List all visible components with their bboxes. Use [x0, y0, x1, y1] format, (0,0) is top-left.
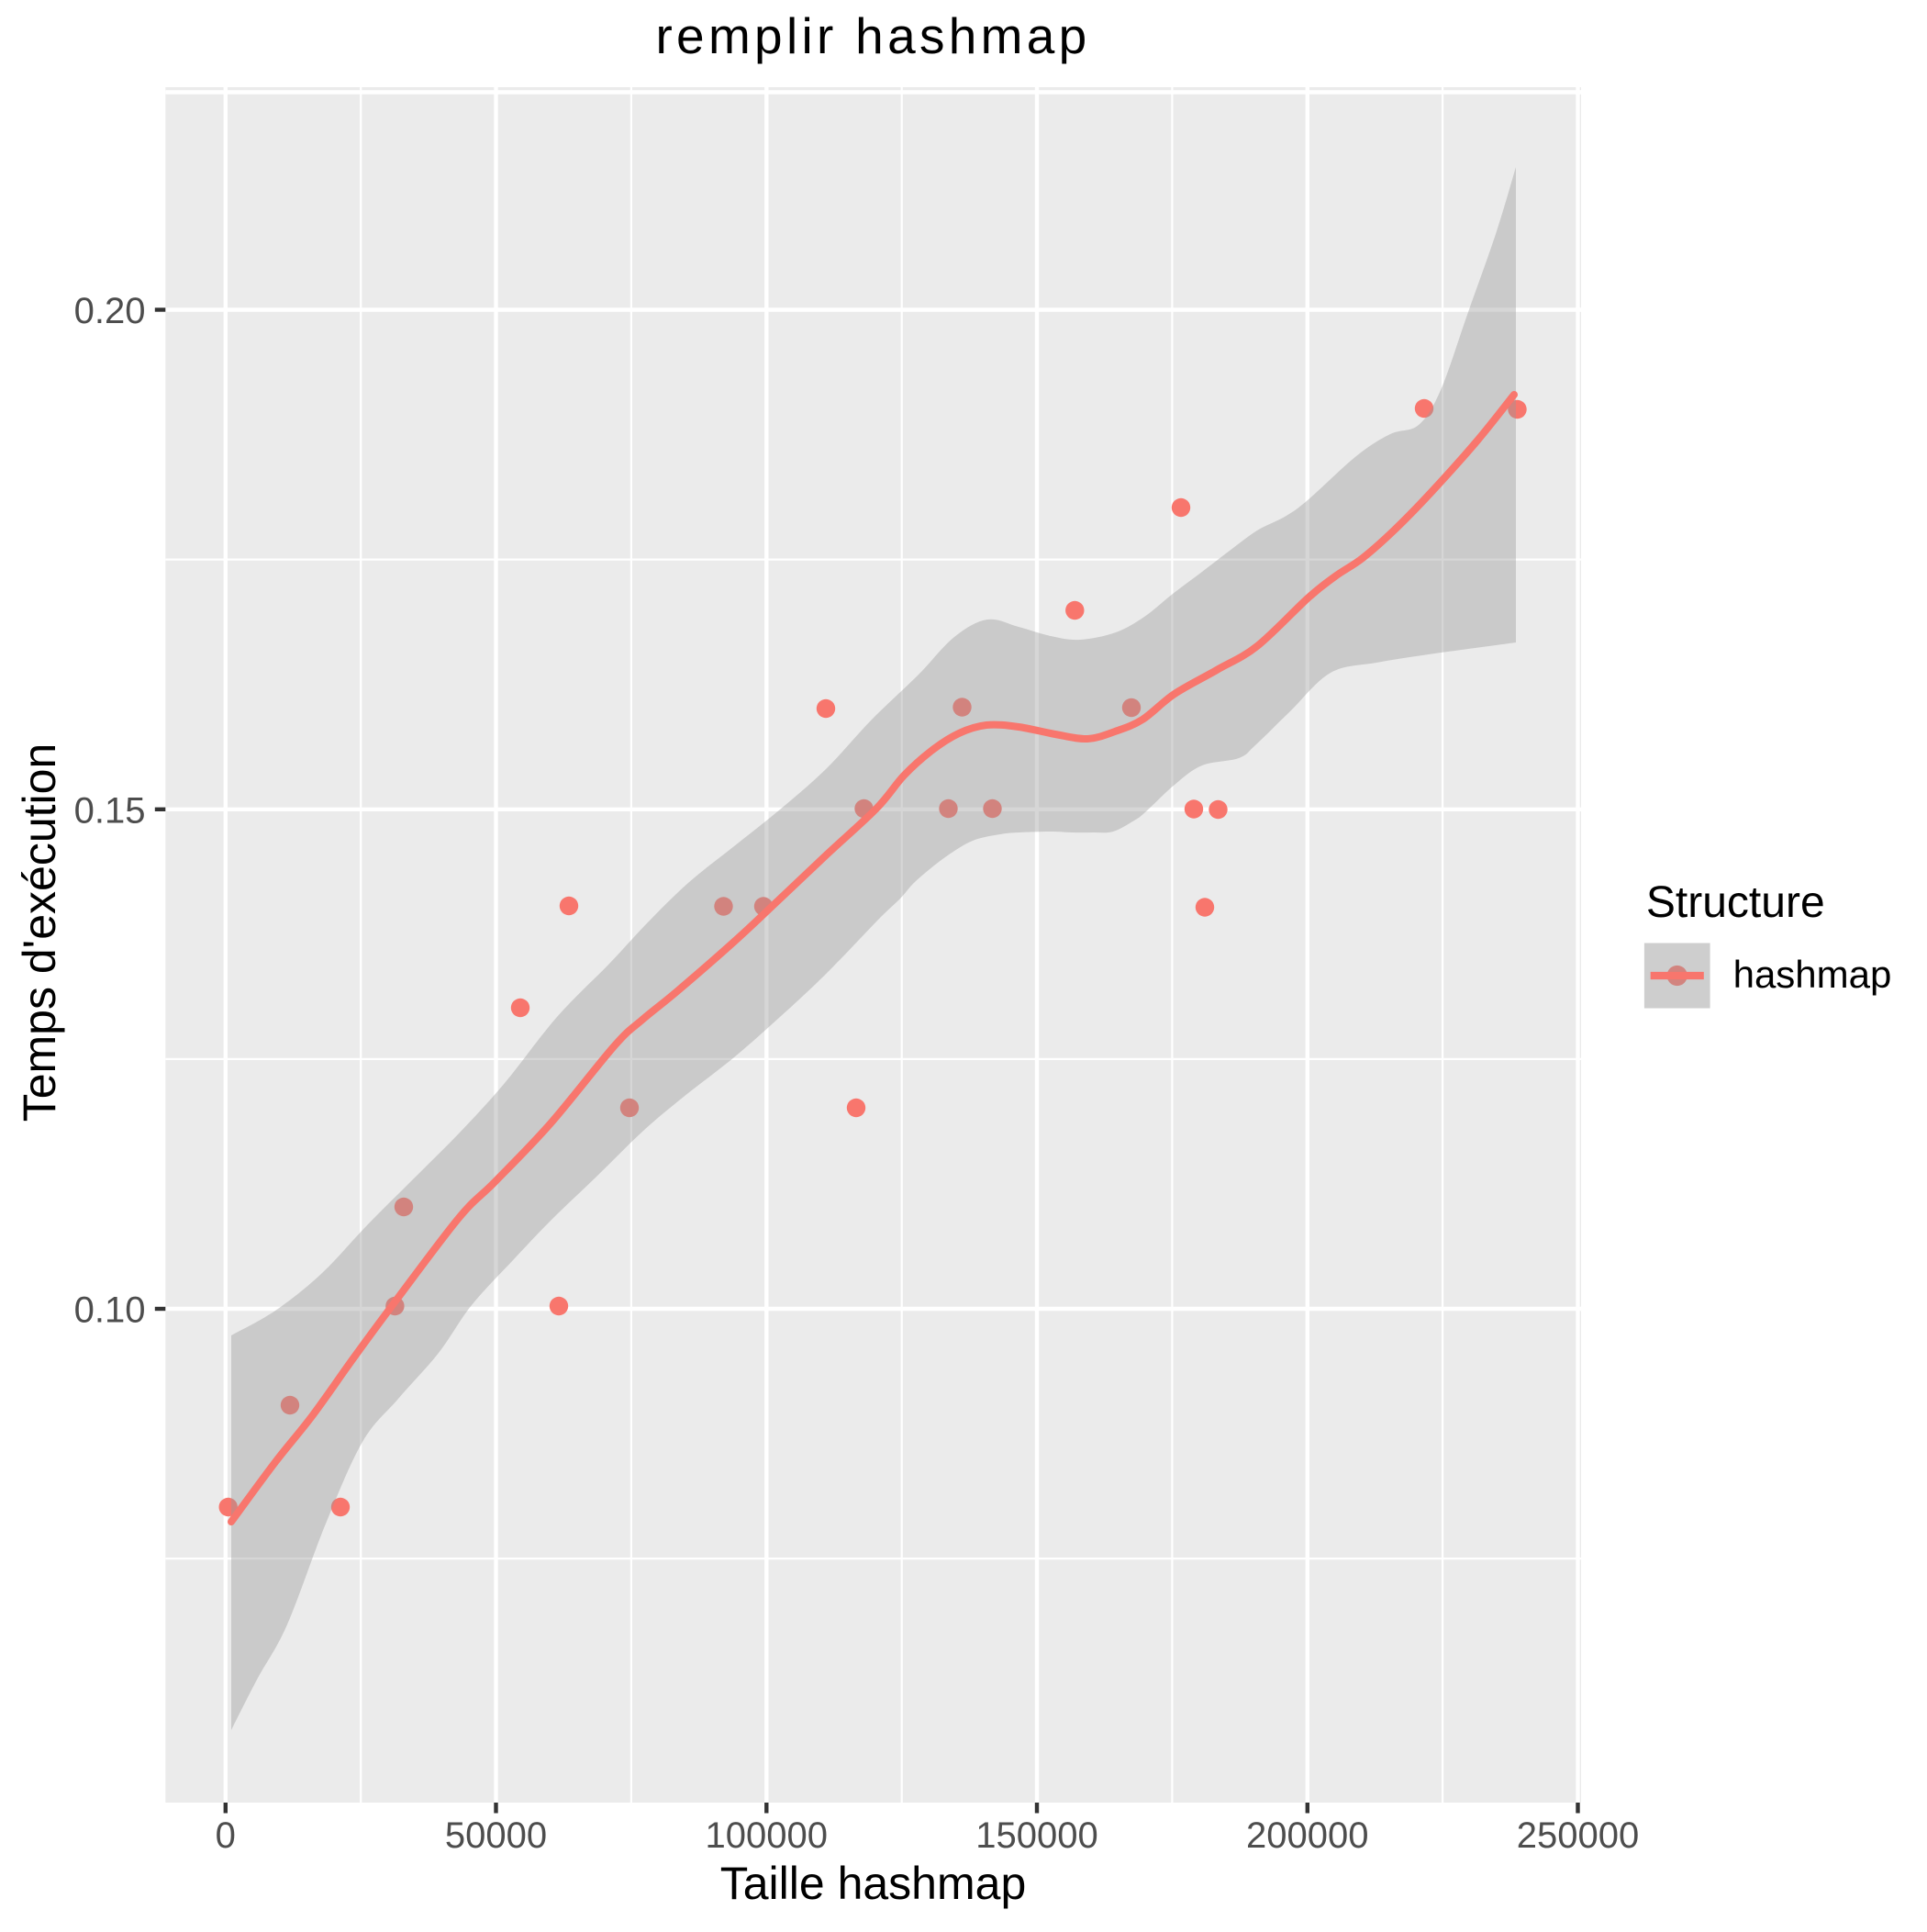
svg-text:0.15: 0.15 — [74, 790, 146, 831]
svg-text:200000: 200000 — [1246, 1815, 1368, 1856]
svg-text:Taille hashmap: Taille hashmap — [720, 1858, 1027, 1909]
svg-text:50000: 50000 — [445, 1815, 547, 1856]
svg-text:hashmap: hashmap — [1733, 953, 1892, 996]
svg-text:Temps d'exécution: Temps d'exécution — [14, 743, 65, 1122]
svg-text:0: 0 — [216, 1815, 236, 1856]
svg-text:250000: 250000 — [1517, 1815, 1639, 1856]
svg-text:0.10: 0.10 — [74, 1290, 146, 1331]
svg-text:remplir hashmap: remplir hashmap — [655, 7, 1090, 64]
svg-text:0.20: 0.20 — [74, 291, 146, 331]
svg-text:Structure: Structure — [1646, 878, 1825, 927]
svg-text:100000: 100000 — [706, 1815, 828, 1856]
svg-text:150000: 150000 — [975, 1815, 1097, 1856]
